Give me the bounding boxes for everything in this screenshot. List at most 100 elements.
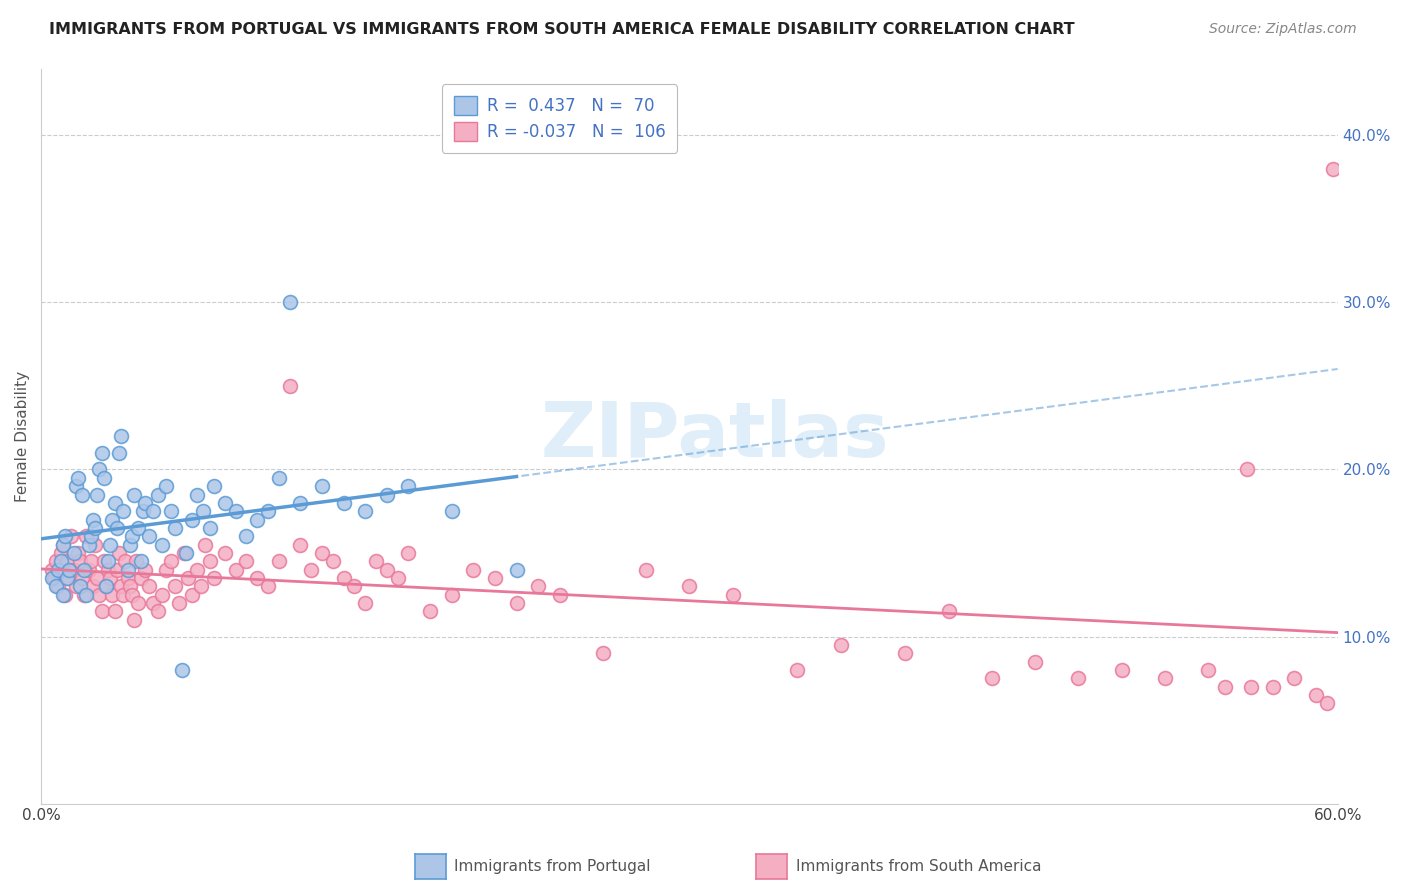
Point [311,479,333,493]
Point [108,446,131,460]
Point [181,588,204,602]
Point [142,596,165,610]
Point [131,504,153,518]
Point [122,487,145,501]
Point [721,588,744,602]
Point [134,563,156,577]
Point [419,605,441,619]
Point [69,554,91,568]
Point [112,588,135,602]
Point [1316,697,1339,711]
Point [66,546,89,560]
Point [80,529,103,543]
Point [89,462,111,476]
Point [165,521,187,535]
Point [65,579,87,593]
Point [42,571,65,585]
Point [110,579,132,593]
Point [146,487,169,501]
Point [169,596,191,610]
Point [56,571,79,585]
Point [84,538,107,552]
Point [322,554,344,568]
Point [1240,680,1263,694]
Point [90,446,112,460]
Point [173,546,195,560]
Point [134,496,156,510]
Point [246,513,269,527]
Point [636,563,658,577]
Point [93,471,115,485]
Point [332,571,354,585]
Point [118,538,141,552]
Point [354,504,377,518]
Point [125,554,148,568]
Point [159,504,181,518]
Point [65,479,87,493]
Point [387,571,409,585]
Point [101,513,124,527]
Point [257,579,280,593]
Point [73,588,96,602]
Point [150,588,173,602]
Y-axis label: Female Disability: Female Disability [15,370,30,501]
Point [97,554,120,568]
Point [45,579,67,593]
Point [1284,671,1306,685]
Point [69,579,91,593]
Point [118,579,141,593]
Point [398,479,420,493]
Point [174,546,197,560]
Text: Immigrants from South America: Immigrants from South America [796,859,1042,873]
Point [332,496,354,510]
Point [1111,663,1133,677]
Point [278,379,301,393]
Point [80,554,103,568]
Point [103,496,125,510]
Point [70,487,93,501]
Point [62,546,84,560]
Point [235,529,257,543]
Point [129,554,152,568]
Point [90,605,112,619]
Point [121,529,143,543]
Text: IMMIGRANTS FROM PORTUGAL VS IMMIGRANTS FROM SOUTH AMERICA FEMALE DISABILITY CORR: IMMIGRANTS FROM PORTUGAL VS IMMIGRANTS F… [49,22,1074,37]
Point [193,504,215,518]
Point [1322,161,1344,176]
Point [170,663,193,677]
Point [246,571,269,585]
Point [267,471,290,485]
Point [60,529,83,543]
Point [112,504,135,518]
Point [48,563,70,577]
Point [202,571,225,585]
Point [505,563,527,577]
Point [290,496,312,510]
Point [41,563,63,577]
Point [146,605,169,619]
Legend: R =  0.437   N =  70, R = -0.037   N =  106: R = 0.437 N = 70, R = -0.037 N = 106 [441,84,678,153]
Point [786,663,808,677]
Point [73,563,96,577]
Point [186,563,208,577]
Point [194,538,217,552]
Point [58,563,80,577]
Point [1213,680,1236,694]
Point [1067,671,1090,685]
Point [76,529,98,543]
Point [48,579,70,593]
Point [45,554,67,568]
Point [70,571,93,585]
Point [375,487,398,501]
Point [58,571,80,585]
Point [121,588,143,602]
Point [155,563,177,577]
Point [82,579,104,593]
Point [77,538,100,552]
Point [82,513,104,527]
Text: Immigrants from Portugal: Immigrants from Portugal [454,859,651,873]
Point [159,554,181,568]
Point [364,554,387,568]
Point [225,504,247,518]
Point [177,571,200,585]
